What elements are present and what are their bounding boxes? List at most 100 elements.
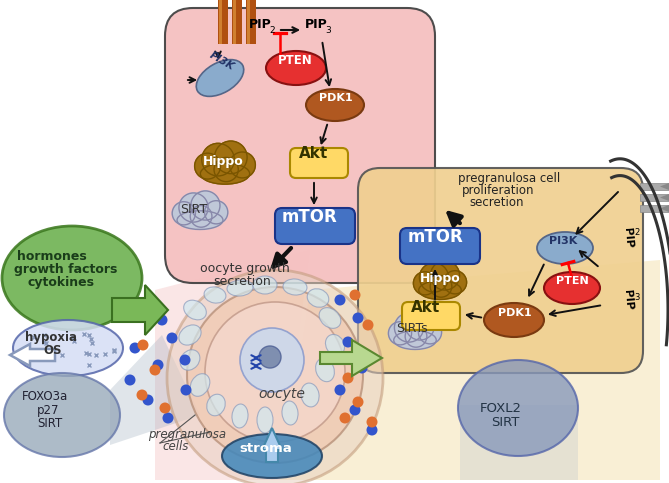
Ellipse shape xyxy=(484,303,544,337)
Text: SIRT: SIRT xyxy=(37,417,62,430)
Text: FOXL2: FOXL2 xyxy=(480,402,522,415)
Polygon shape xyxy=(660,205,669,212)
Polygon shape xyxy=(262,428,282,462)
Text: stroma: stroma xyxy=(239,442,292,455)
Text: proliferation: proliferation xyxy=(462,184,535,197)
Bar xyxy=(640,205,669,212)
Text: mTOR: mTOR xyxy=(282,208,338,226)
Text: p27: p27 xyxy=(37,404,60,417)
Ellipse shape xyxy=(200,163,250,184)
Ellipse shape xyxy=(227,280,253,296)
Circle shape xyxy=(389,322,411,345)
Circle shape xyxy=(159,402,171,413)
Text: Hippo: Hippo xyxy=(203,155,244,168)
Circle shape xyxy=(202,143,234,176)
Text: Hippo: Hippo xyxy=(420,272,461,285)
Circle shape xyxy=(430,275,452,297)
Ellipse shape xyxy=(196,59,244,97)
Text: cytokines: cytokines xyxy=(27,276,94,289)
Text: PDK1: PDK1 xyxy=(319,93,353,103)
Ellipse shape xyxy=(190,374,210,397)
Ellipse shape xyxy=(257,407,273,433)
Text: Akt: Akt xyxy=(411,300,440,315)
Text: hormones: hormones xyxy=(17,250,87,263)
Text: Akt: Akt xyxy=(299,146,328,161)
Circle shape xyxy=(195,153,221,179)
Text: PI3K: PI3K xyxy=(208,50,236,72)
Ellipse shape xyxy=(207,394,225,416)
Circle shape xyxy=(353,313,363,324)
Polygon shape xyxy=(10,344,55,366)
Circle shape xyxy=(349,404,361,415)
Circle shape xyxy=(363,319,373,330)
Circle shape xyxy=(205,200,227,224)
Circle shape xyxy=(167,270,383,483)
FancyBboxPatch shape xyxy=(402,302,460,330)
FancyBboxPatch shape xyxy=(275,208,355,244)
Circle shape xyxy=(353,397,363,408)
FancyBboxPatch shape xyxy=(165,8,435,283)
Bar xyxy=(218,0,228,44)
Bar xyxy=(219,0,222,44)
Ellipse shape xyxy=(180,350,200,370)
Circle shape xyxy=(172,202,195,225)
FancyBboxPatch shape xyxy=(290,148,348,178)
Bar xyxy=(640,183,669,190)
Circle shape xyxy=(191,191,220,220)
Bar xyxy=(232,0,242,44)
Bar xyxy=(233,0,236,44)
Polygon shape xyxy=(280,260,660,480)
Circle shape xyxy=(142,395,153,406)
Circle shape xyxy=(157,314,167,326)
Circle shape xyxy=(153,359,163,370)
Ellipse shape xyxy=(13,320,123,376)
Circle shape xyxy=(167,332,177,343)
Polygon shape xyxy=(320,340,382,376)
Circle shape xyxy=(138,340,149,351)
Circle shape xyxy=(136,389,147,400)
Circle shape xyxy=(343,372,353,384)
Ellipse shape xyxy=(319,308,341,328)
Circle shape xyxy=(163,412,173,424)
Text: PIP: PIP xyxy=(622,289,634,310)
Text: SIRT: SIRT xyxy=(180,203,207,216)
Ellipse shape xyxy=(301,383,319,407)
Text: secretion: secretion xyxy=(213,275,271,288)
Circle shape xyxy=(145,310,155,321)
Ellipse shape xyxy=(325,334,345,355)
Circle shape xyxy=(357,350,367,360)
Ellipse shape xyxy=(458,360,578,456)
Circle shape xyxy=(405,311,435,340)
Circle shape xyxy=(181,384,191,396)
Ellipse shape xyxy=(283,279,307,295)
Text: pregranulosa: pregranulosa xyxy=(148,428,226,441)
Circle shape xyxy=(259,346,281,368)
Polygon shape xyxy=(110,335,200,445)
Ellipse shape xyxy=(266,51,326,85)
Text: 2: 2 xyxy=(269,26,275,35)
Circle shape xyxy=(419,263,449,292)
Polygon shape xyxy=(112,285,168,335)
Circle shape xyxy=(205,302,345,442)
Ellipse shape xyxy=(4,373,120,457)
Circle shape xyxy=(413,272,437,295)
Circle shape xyxy=(179,193,208,222)
Text: PTEN: PTEN xyxy=(556,276,589,286)
Ellipse shape xyxy=(222,434,322,478)
Circle shape xyxy=(124,374,136,385)
Polygon shape xyxy=(660,183,669,190)
Text: OS: OS xyxy=(43,344,62,357)
Text: 2: 2 xyxy=(634,228,640,237)
Ellipse shape xyxy=(177,211,223,229)
Circle shape xyxy=(334,295,345,306)
Text: SIRT: SIRT xyxy=(491,416,519,429)
Text: growth factors: growth factors xyxy=(14,263,117,276)
Circle shape xyxy=(130,342,140,354)
Bar xyxy=(640,194,669,201)
Ellipse shape xyxy=(316,358,334,382)
Circle shape xyxy=(229,152,256,178)
Ellipse shape xyxy=(419,281,461,299)
Circle shape xyxy=(134,299,145,311)
Text: PIP: PIP xyxy=(305,18,328,31)
Text: PI3K: PI3K xyxy=(549,236,577,246)
